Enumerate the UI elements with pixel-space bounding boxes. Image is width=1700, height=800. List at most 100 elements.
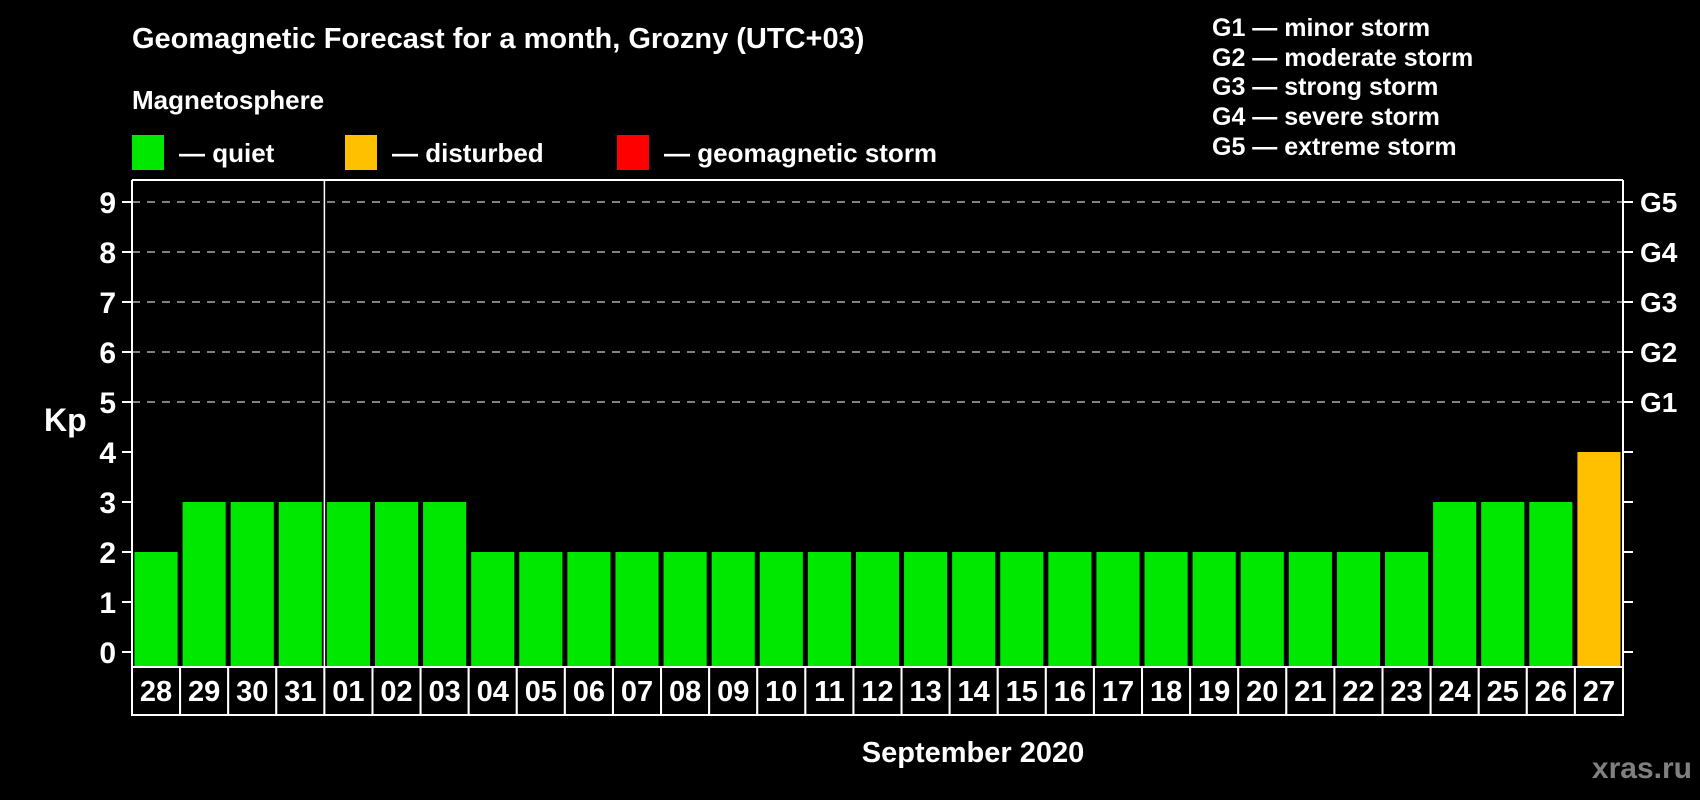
x-label-box-13	[900, 666, 951, 716]
bar-day-21	[1288, 552, 1332, 667]
g1-legend-line: G1 — minor storm	[1212, 14, 1430, 42]
y-tick-label-2: 2	[99, 537, 116, 570]
disturbed-swatch-icon	[345, 135, 377, 170]
x-tick-label-23: 23	[1390, 676, 1422, 708]
bar-day-27	[1577, 452, 1621, 667]
x-label-box-02	[371, 666, 422, 716]
x-tick-label-13: 13	[909, 676, 941, 708]
x-tick-label-26: 26	[1535, 676, 1567, 708]
y-tick-label-8: 8	[99, 237, 116, 270]
x-tick-label-28: 28	[140, 676, 172, 708]
x-tick-label-11: 11	[814, 676, 845, 708]
x-tick-label-18: 18	[1150, 676, 1182, 708]
bar-day-07	[615, 552, 659, 667]
storm-swatch-icon	[617, 135, 649, 170]
right-axis-label-g1: G1	[1640, 387, 1677, 418]
x-tick-label-21: 21	[1294, 676, 1326, 708]
bar-day-29	[182, 502, 226, 667]
bar-day-28	[134, 552, 178, 667]
x-label-box-08	[660, 666, 711, 716]
g5-legend-line: G5 — extreme storm	[1212, 133, 1457, 161]
bar-day-20	[1240, 552, 1284, 667]
x-label-box-22	[1333, 666, 1384, 716]
x-label-box-06	[563, 666, 614, 716]
bar-day-22	[1336, 552, 1381, 667]
bar-day-09	[711, 552, 755, 667]
quiet-legend-label: — quiet	[179, 138, 275, 168]
x-tick-label-10: 10	[765, 676, 797, 708]
bar-day-26	[1529, 502, 1573, 667]
x-label-box-19	[1189, 666, 1240, 716]
x-tick-label-24: 24	[1439, 676, 1471, 708]
y-axis-title: Kp	[44, 402, 87, 438]
x-label-box-04	[467, 666, 518, 716]
x-tick-label-15: 15	[1006, 676, 1038, 708]
disturbed-legend-label: — disturbed	[392, 138, 544, 168]
x-label-box-16	[1044, 666, 1095, 716]
x-label-box-28	[131, 666, 182, 716]
g4-legend-line: G4 — severe storm	[1212, 103, 1440, 131]
x-tick-label-01: 01	[332, 676, 364, 708]
bar-day-13	[904, 552, 948, 667]
right-axis-label-g2: G2	[1640, 337, 1677, 368]
g-scale-legend: G1 — minor storm G2 — moderate storm G3 …	[1212, 14, 1473, 161]
y-tick-label-3: 3	[99, 487, 116, 520]
x-label-box-14	[948, 666, 999, 716]
status-legend: — quiet — disturbed — geomagnetic storm	[132, 135, 937, 170]
g3-legend-line: G3 — strong storm	[1212, 73, 1438, 101]
bar-day-03	[423, 502, 467, 667]
x-tick-label-03: 03	[428, 676, 460, 708]
x-label-box-17	[1092, 666, 1144, 716]
x-tick-label-08: 08	[669, 676, 701, 708]
y-tick-label-0: 0	[99, 637, 116, 670]
y-tick-label-4: 4	[99, 437, 116, 470]
x-tick-label-05: 05	[525, 676, 557, 708]
x-label-box-15	[996, 666, 1047, 716]
x-tick-label-04: 04	[477, 676, 509, 708]
bar-day-31	[278, 502, 322, 667]
x-tick-label-31: 31	[284, 676, 316, 708]
x-tick-label-14: 14	[958, 676, 990, 708]
x-tick-label-07: 07	[621, 676, 653, 708]
bar-day-10	[759, 552, 803, 667]
bar-day-24	[1433, 502, 1477, 667]
x-label-box-10	[756, 666, 807, 716]
bar-day-18	[1144, 552, 1188, 667]
bar-day-23	[1385, 552, 1429, 667]
x-label-box-20	[1237, 666, 1288, 716]
x-tick-label-20: 20	[1246, 676, 1278, 708]
x-label-box-12	[852, 666, 903, 716]
x-tick-label-25: 25	[1487, 676, 1519, 708]
x-tick-label-02: 02	[380, 676, 412, 708]
x-label-box-25	[1477, 666, 1528, 716]
x-tick-label-27: 27	[1583, 676, 1615, 708]
bar-day-05	[519, 552, 563, 667]
x-label-box-27	[1573, 666, 1624, 716]
y-tick-label-7: 7	[99, 287, 116, 320]
x-label-box-09	[708, 666, 759, 716]
y-tick-label-9: 9	[99, 187, 116, 220]
x-label-box-24	[1429, 666, 1480, 716]
x-label-box-23	[1381, 666, 1432, 716]
bar-day-12	[855, 552, 900, 667]
x-tick-label-12: 12	[861, 676, 893, 708]
y-tick-label-5: 5	[99, 387, 116, 420]
storm-legend-label: — geomagnetic storm	[664, 138, 937, 168]
bar-day-02	[374, 502, 419, 667]
x-label-box-05	[515, 666, 566, 716]
right-axis-label-g3: G3	[1640, 287, 1677, 318]
bar-day-17	[1096, 552, 1140, 667]
bar-day-15	[1000, 552, 1044, 667]
bar-day-14	[952, 552, 996, 667]
x-tick-label-19: 19	[1198, 676, 1230, 708]
quiet-swatch-icon	[132, 135, 164, 170]
g2-legend-line: G2 — moderate storm	[1212, 44, 1473, 72]
x-label-box-30	[227, 666, 278, 716]
x-tick-label-16: 16	[1054, 676, 1086, 708]
bar-day-04	[471, 552, 515, 667]
bar-day-19	[1192, 552, 1236, 667]
right-axis-label-g4: G4	[1640, 237, 1678, 268]
